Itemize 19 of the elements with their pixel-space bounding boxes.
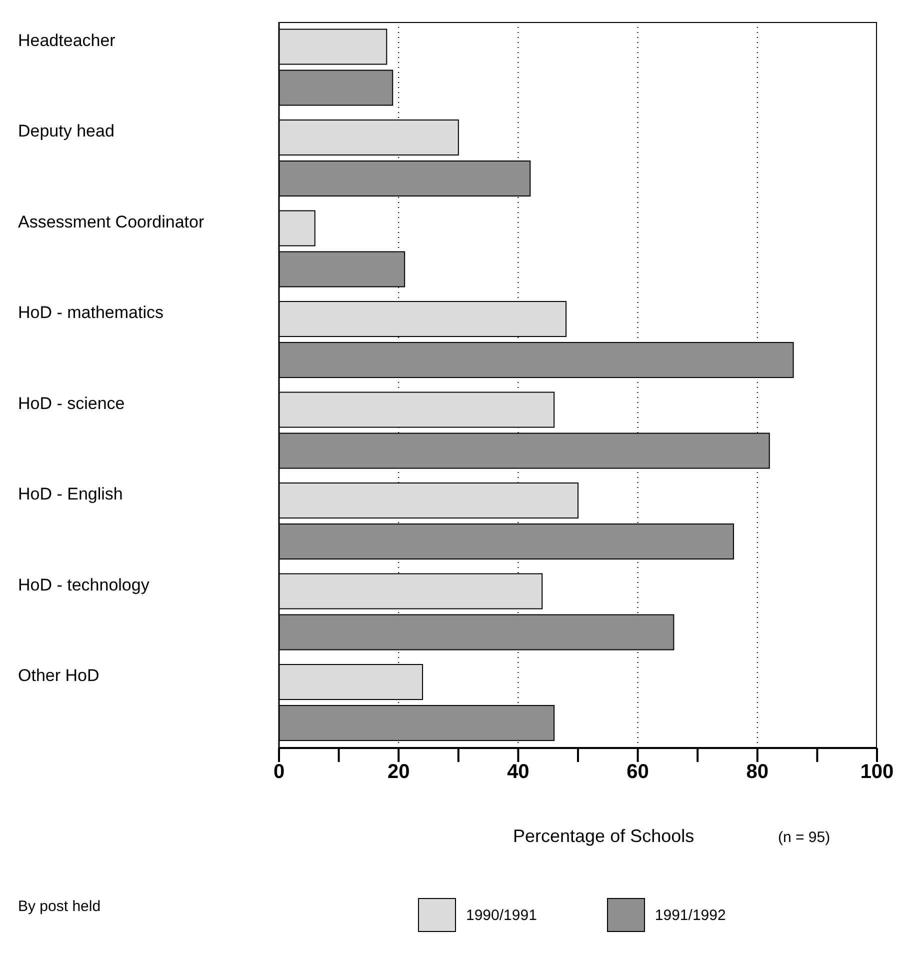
legend-label: 1991/1992	[654, 906, 726, 924]
text: By post held	[18, 898, 101, 915]
y-tick-label: Assessment Coordinator	[18, 212, 204, 232]
y-tick-label: Other HoD	[18, 666, 100, 686]
y-tick-label: HoD - mathematics	[18, 303, 164, 322]
x-tick-label: 0	[273, 761, 285, 784]
x-tick-label: 100	[860, 761, 894, 784]
y-tick-label: Headteacher	[18, 30, 116, 50]
y-tick-label: HoD - technology	[18, 575, 150, 594]
y-tick-label: Deputy head	[18, 122, 114, 141]
x-tick-label: 80	[746, 761, 769, 784]
y-tick-label: HoD - science	[18, 394, 125, 413]
x-tick-label: 40	[507, 761, 530, 784]
y-tick-label: HoD - English	[18, 484, 123, 504]
x-tick-label: 20	[387, 761, 410, 784]
x-tick-label: 60	[626, 761, 649, 784]
x-axis-title: Percentage of Schools	[513, 826, 694, 847]
text: (n = 95)	[778, 829, 830, 846]
legend-label: 1990/1991	[466, 906, 537, 924]
